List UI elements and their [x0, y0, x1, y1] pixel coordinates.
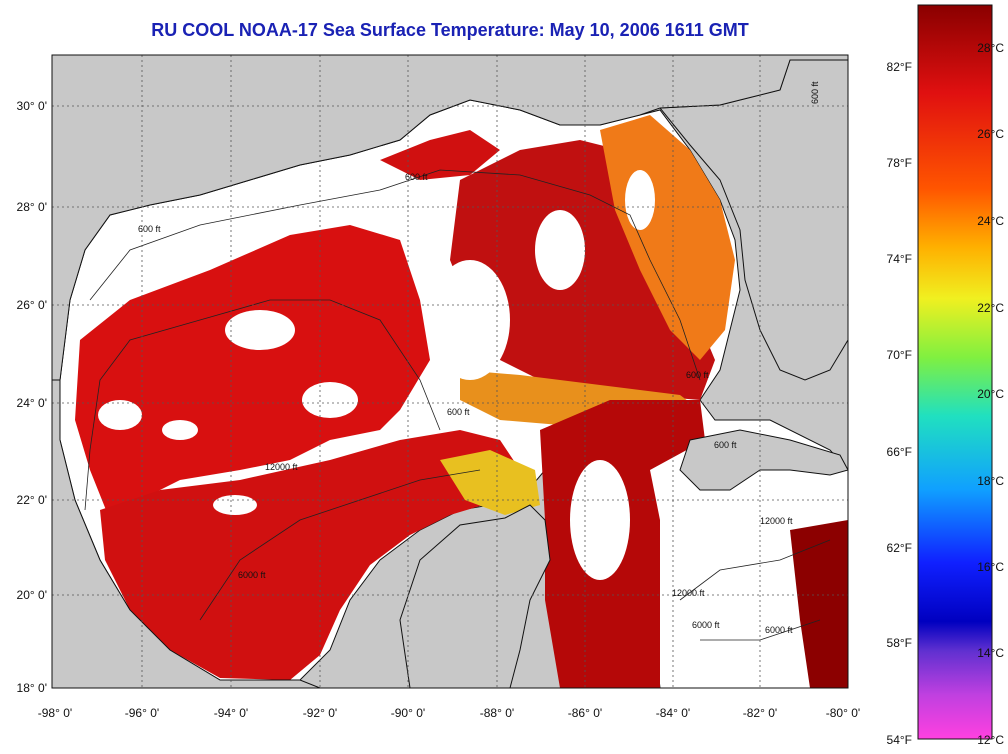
lon-label-80w: -80° 0' — [826, 706, 860, 720]
label-78f: 78°F — [887, 156, 912, 170]
contour-label-600ft-north: 600 ft — [405, 172, 428, 182]
contour-label-6000ft-caribbean: 6000 ft — [692, 620, 720, 630]
lat-label-22n: 22° 0' — [17, 493, 47, 507]
label-28c: 28°C — [977, 41, 1004, 55]
contour-label-12000ft-gulf: 12000 ft — [265, 462, 298, 472]
lon-label-82w: -82° 0' — [743, 706, 777, 720]
map-area — [52, 55, 848, 688]
sst-western-gulf — [75, 225, 430, 520]
label-14c: 14°C — [977, 646, 1004, 660]
celsius-scale: 28°C 26°C 24°C 22°C 20°C 18°C 16°C 14°C … — [977, 41, 1004, 747]
lat-label-28n: 28° 0' — [17, 200, 47, 214]
lon-label-90w: -90° 0' — [391, 706, 425, 720]
contour-label-6000ft-bay: 6000 ft — [238, 570, 266, 580]
label-74f: 74°F — [887, 252, 912, 266]
lon-label-96w: -96° 0' — [125, 706, 159, 720]
label-62f: 62°F — [887, 541, 912, 555]
sst-southwest-gulf — [100, 430, 520, 680]
label-70f: 70°F — [887, 348, 912, 362]
contour-label-600ft-west: 600 ft — [138, 224, 161, 234]
contour-label-600ft-atlantic: 600 ft — [810, 81, 820, 104]
lat-label-30n: 30° 0' — [17, 99, 47, 113]
contour-label-12000ft-cayman: 12000 ft — [760, 516, 793, 526]
cuba-land — [679, 429, 848, 491]
label-82f: 82°F — [887, 60, 912, 74]
contour-label-600ft-florida: 600 ft — [686, 370, 709, 380]
lon-label-92w: -92° 0' — [303, 706, 337, 720]
label-20c: 20°C — [977, 387, 1004, 401]
label-18c: 18°C — [977, 474, 1004, 488]
label-12c: 12°C — [977, 733, 1004, 747]
lat-label-26n: 26° 0' — [17, 298, 47, 312]
contour-label-600ft-cuba: 600 ft — [714, 440, 737, 450]
lat-tick-labels: 30° 0' 28° 0' 26° 0' 24° 0' 22° 0' 20° 0… — [17, 99, 47, 695]
contour-label-12000ft-caribbean: 12000 ft — [672, 588, 705, 598]
lat-label-20n: 20° 0' — [17, 588, 47, 602]
contour-label-600ft-center: 600 ft — [447, 407, 470, 417]
contour-label-6000ft-caribbean-east: 6000 ft — [765, 625, 793, 635]
sst-eastern-gulf — [450, 140, 715, 400]
yucatan-land — [399, 504, 551, 688]
lon-label-94w: -94° 0' — [214, 706, 248, 720]
lon-tick-labels: -98° 0' -96° 0' -94° 0' -92° 0' -90° 0' … — [38, 706, 860, 720]
map-title: RU COOL NOAA-17 Sea Surface Temperature:… — [151, 20, 749, 40]
sst-north-strip — [380, 130, 500, 180]
mexico-land — [52, 379, 321, 688]
label-22c: 22°C — [977, 301, 1004, 315]
label-24c: 24°C — [977, 214, 1004, 228]
fahrenheit-scale: 82°F 78°F 74°F 70°F 66°F 62°F 58°F 54°F — [887, 60, 912, 747]
sst-caribbean-dark — [790, 520, 848, 688]
lon-label-88w: -88° 0' — [480, 706, 514, 720]
label-16c: 16°C — [977, 560, 1004, 574]
lon-label-98w: -98° 0' — [38, 706, 72, 720]
lon-label-84w: -84° 0' — [656, 706, 690, 720]
lat-label-18n: 18° 0' — [17, 681, 47, 695]
map-border — [51, 54, 849, 689]
label-58f: 58°F — [887, 636, 912, 650]
sst-yucatan-yellow — [440, 450, 540, 515]
graticule — [52, 55, 848, 688]
lat-label-24n: 24° 0' — [17, 396, 47, 410]
us-gulf-coast-land — [52, 55, 848, 381]
label-26c: 26°C — [977, 127, 1004, 141]
lon-label-86w: -86° 0' — [568, 706, 602, 720]
label-66f: 66°F — [887, 445, 912, 459]
colorbar — [917, 4, 993, 740]
label-54f: 54°F — [887, 733, 912, 747]
